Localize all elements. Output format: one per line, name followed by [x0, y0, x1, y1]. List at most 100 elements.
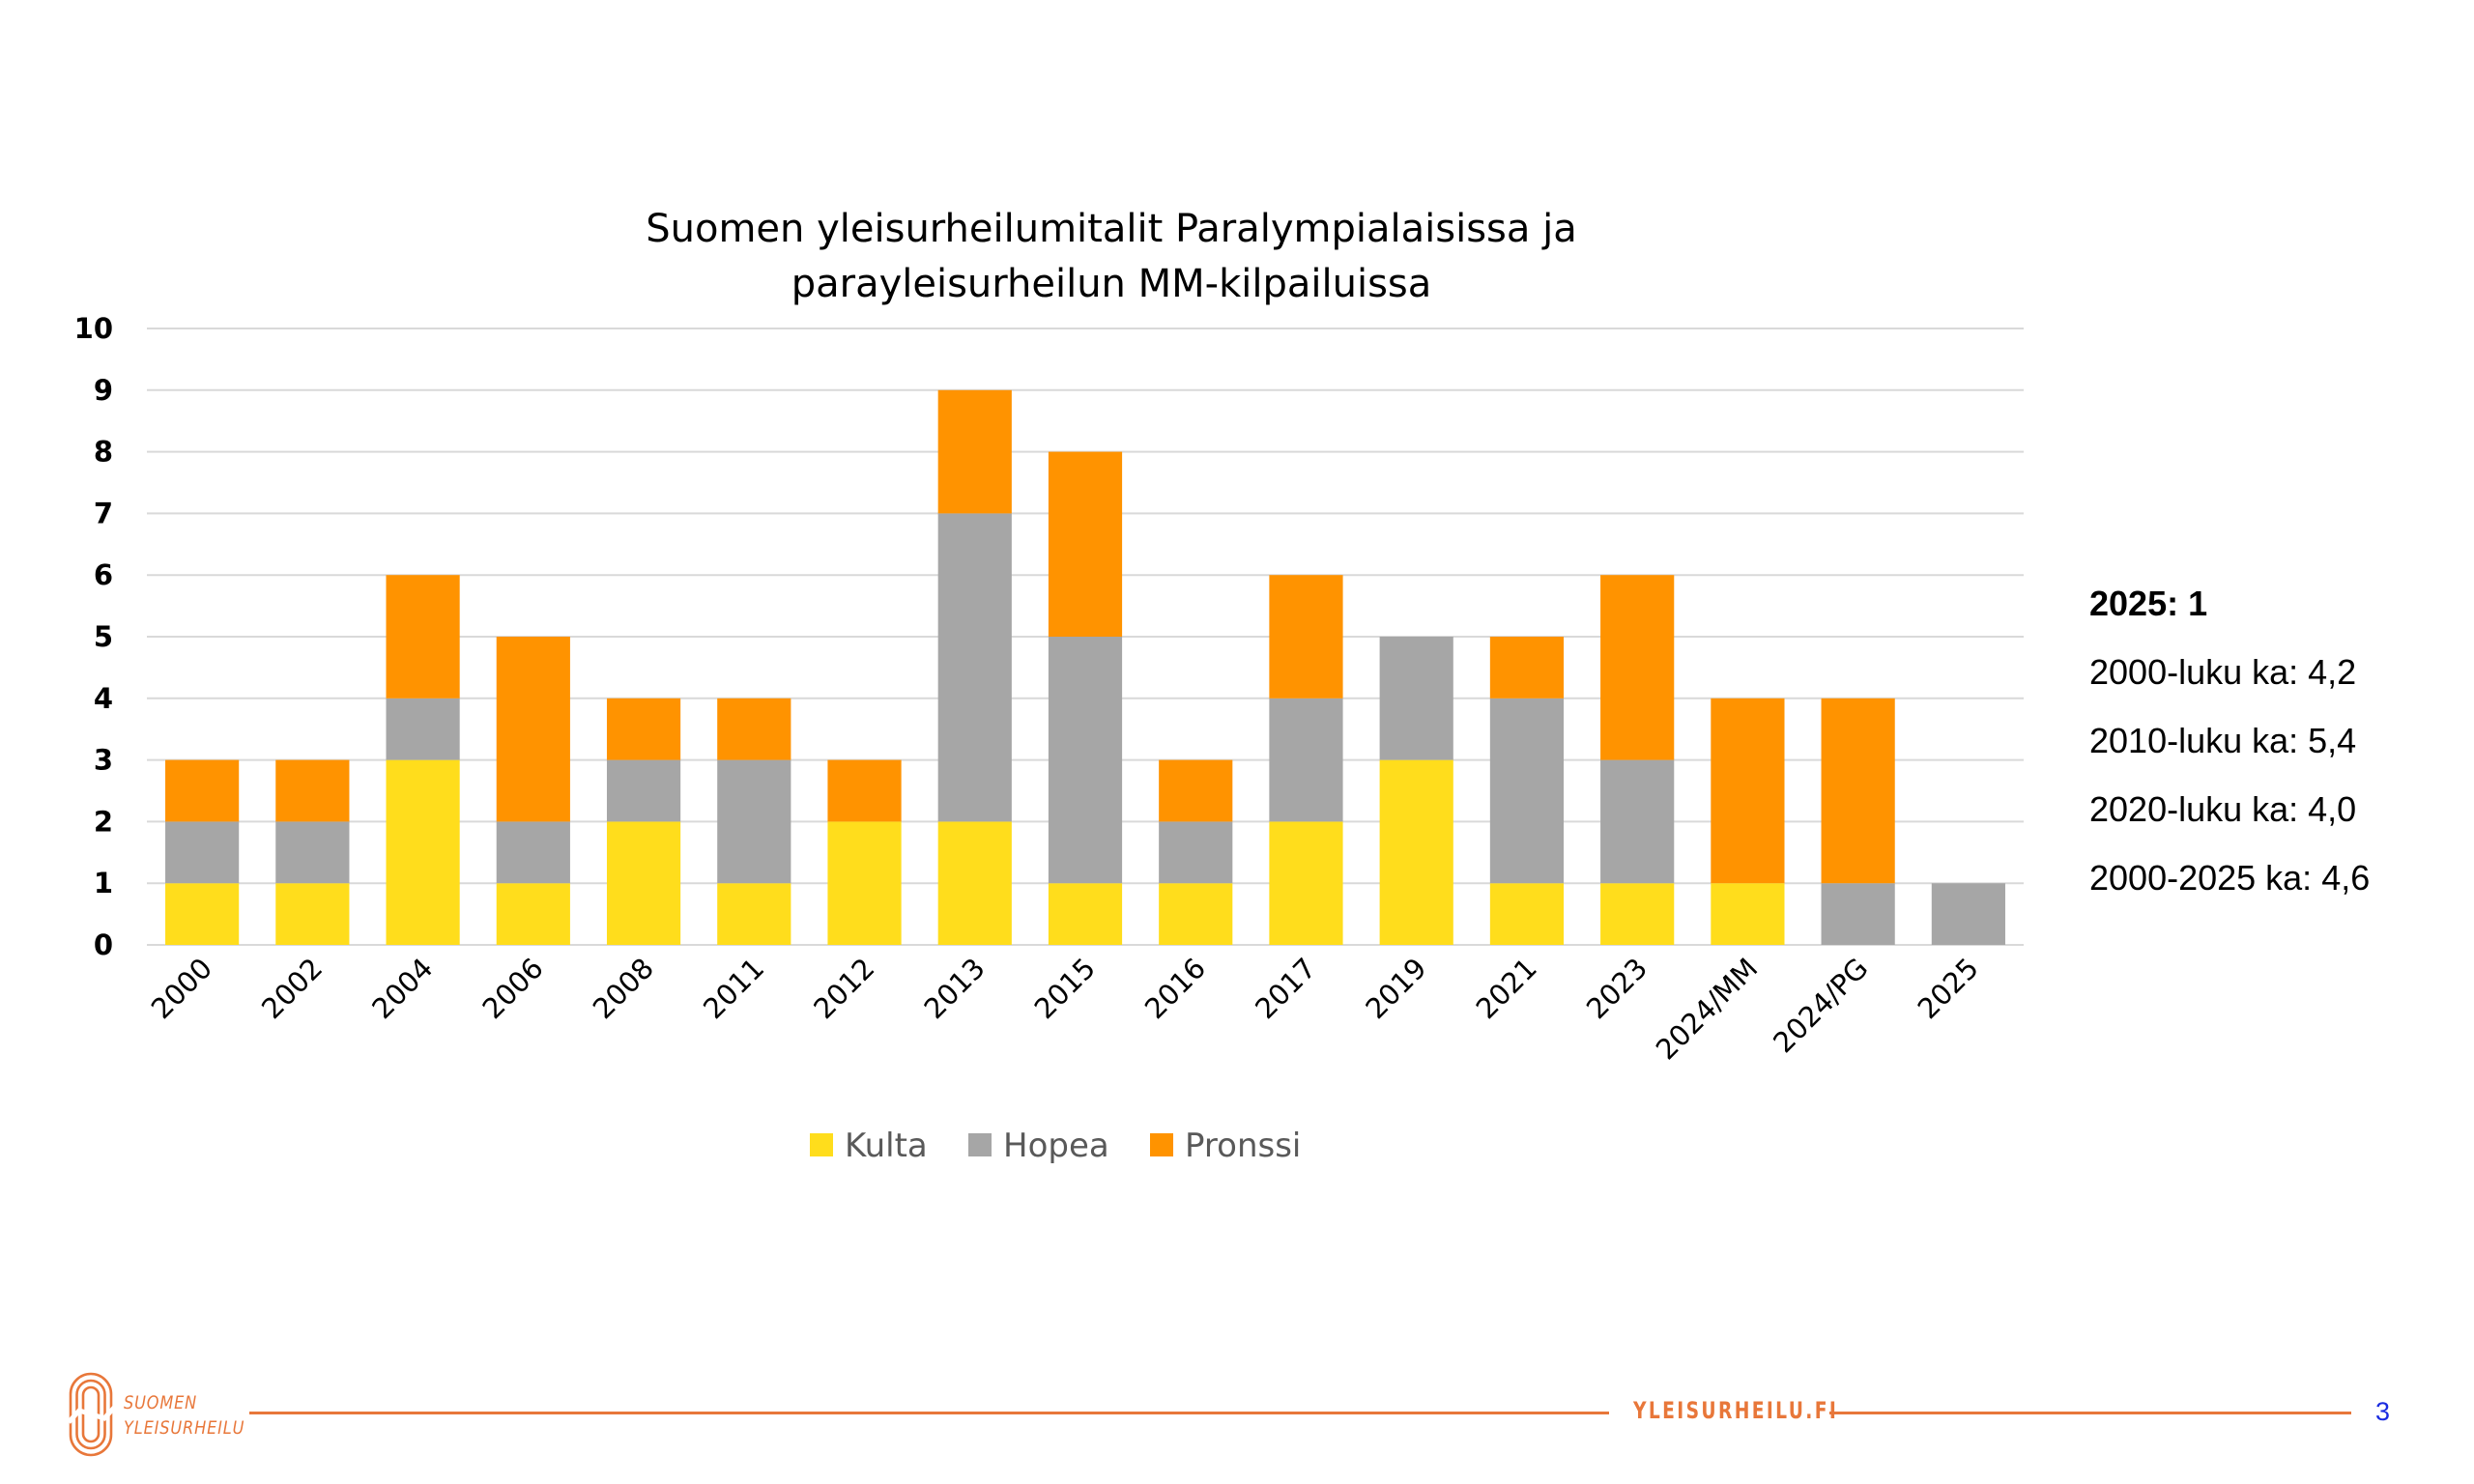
x-tick-label: 2024/PG	[1767, 952, 1874, 1059]
annotation-overall-average: 2000-2025 ka: 4,6	[2089, 858, 2371, 898]
bar-hopea-2013	[937, 513, 1012, 822]
bar-hopea-2019	[1379, 637, 1453, 760]
bar-hopea-2002	[275, 821, 350, 884]
x-tick-label: 2017	[1249, 952, 1322, 1025]
x-tick-label: 2011	[697, 952, 770, 1025]
bar-pronssi-2013	[937, 389, 1012, 514]
bar-pronssi-2008	[606, 698, 681, 760]
bar-pronssi-2002	[275, 759, 350, 822]
page-number: 3	[2375, 1397, 2391, 1426]
annotation-2025: 2025: 1	[2089, 584, 2208, 623]
x-tick-label: 2016	[1138, 952, 1212, 1025]
x-tick-label: 2019	[1359, 952, 1432, 1025]
x-tick-label: 2008	[587, 952, 660, 1025]
chart-title-line-1: Suomen yleisurheilumitalit Paralympialai…	[646, 207, 1577, 251]
y-axis-ticks: 0 1 2 3 4 5 6 7 8 9 10	[74, 312, 113, 961]
bar-hopea-2016	[1159, 821, 1233, 884]
bar-pronssi-2024-PG	[1821, 698, 1895, 884]
y-tick-label: 0	[94, 928, 113, 961]
bar-pronssi-2015	[1048, 451, 1123, 637]
legend-swatch-kulta	[810, 1133, 833, 1156]
annotation-2010s-average: 2010-luku ka: 5,4	[2089, 721, 2357, 760]
annotation-2020s-average: 2020-luku ka: 4,0	[2089, 789, 2357, 829]
bar-pronssi-2011	[717, 698, 791, 760]
bar-pronssi-2012	[827, 759, 902, 822]
x-tick-label: 2023	[1580, 952, 1654, 1025]
chart-title-line-2: parayleisurheilun MM-kilpailuissa	[791, 262, 1432, 306]
bar-pronssi-2023	[1600, 575, 1675, 760]
footer-divider-left	[249, 1412, 1609, 1414]
summary-annotations: 2025: 1 2000-luku ka: 4,2 2010-luku ka: …	[2089, 580, 2370, 923]
x-tick-label: 2025	[1912, 952, 1985, 1025]
bar-hopea-2023	[1600, 759, 1675, 884]
y-tick-label: 6	[94, 558, 113, 591]
y-tick-label: 2	[94, 805, 113, 838]
legend-swatch-pronssi	[1150, 1133, 1173, 1156]
bar-kulta-2016	[1159, 883, 1233, 945]
x-tick-label: 2013	[917, 952, 991, 1025]
bar-kulta-2011	[717, 883, 791, 945]
bars	[165, 389, 2005, 945]
bar-kulta-2006	[496, 883, 570, 945]
bar-kulta-2000	[165, 883, 240, 945]
bar-kulta-2013	[937, 821, 1012, 945]
bar-kulta-2017	[1269, 821, 1343, 945]
bar-kulta-2004	[386, 759, 460, 945]
bar-kulta-2008	[606, 821, 681, 945]
y-tick-label: 1	[94, 867, 113, 899]
x-tick-label: 2002	[255, 952, 329, 1025]
bar-kulta-2021	[1489, 883, 1565, 945]
y-tick-label: 3	[94, 744, 113, 777]
x-tick-label: 2021	[1470, 952, 1543, 1025]
bar-pronssi-2004	[386, 575, 460, 699]
bar-hopea-2008	[606, 759, 681, 822]
y-tick-label: 4	[94, 682, 113, 715]
bar-pronssi-2016	[1159, 759, 1233, 822]
bar-pronssi-2024-MM	[1711, 698, 1785, 884]
track-oval-icon	[68, 1372, 116, 1457]
x-tick-label: 2015	[1028, 952, 1102, 1025]
bar-hopea-2004	[386, 698, 460, 760]
annotation-2000s-average: 2000-luku ka: 4,2	[2089, 652, 2357, 692]
logo-text-line-2: YLEISURHEILU	[124, 1417, 245, 1439]
bar-hopea-2024-PG	[1821, 883, 1895, 945]
bar-pronssi-2021	[1489, 637, 1565, 699]
bar-pronssi-2006	[496, 637, 570, 822]
y-tick-label: 7	[94, 497, 113, 529]
x-tick-label: 2004	[365, 952, 439, 1025]
bar-hopea-2017	[1269, 698, 1343, 822]
y-tick-label: 5	[94, 620, 113, 653]
legend-label-hopea: Hopea	[1003, 1127, 1109, 1165]
y-tick-label: 8	[94, 436, 113, 469]
bar-hopea-2015	[1048, 637, 1123, 884]
logo-text-line-1: SUOMEN	[124, 1392, 198, 1413]
bar-hopea-2025	[1931, 883, 2005, 945]
footer-website-link[interactable]: YLEISURHEILU.FI	[1633, 1397, 1839, 1424]
x-tick-label: 2006	[476, 952, 550, 1025]
legend: Kulta Hopea Pronssi	[810, 1127, 1301, 1165]
y-tick-label: 10	[74, 312, 113, 345]
legend-label-kulta: Kulta	[845, 1127, 928, 1165]
bar-kulta-2002	[275, 883, 350, 945]
x-tick-label: 2024/MM	[1650, 952, 1765, 1067]
bar-hopea-2000	[165, 821, 240, 884]
bar-hopea-2006	[496, 821, 570, 884]
bar-kulta-2012	[827, 821, 902, 945]
bar-kulta-2019	[1379, 759, 1453, 945]
bar-kulta-2024-MM	[1711, 883, 1785, 945]
x-tick-label: 2012	[807, 952, 880, 1025]
bar-hopea-2021	[1489, 698, 1565, 884]
footer-divider-right	[1829, 1412, 2351, 1414]
legend-swatch-hopea	[968, 1133, 992, 1156]
y-tick-label: 9	[94, 374, 113, 407]
bar-pronssi-2017	[1269, 575, 1343, 699]
bar-hopea-2011	[717, 759, 791, 884]
suomen-yleisurheilu-logo: SUOMEN YLEISURHEILU	[68, 1372, 261, 1459]
bar-pronssi-2000	[165, 759, 240, 822]
chart-title: Suomen yleisurheilumitalit Paralympialai…	[646, 207, 1577, 306]
x-tick-label: 2000	[145, 952, 218, 1025]
x-axis-ticks: 2000 2002 2004 2006 2008 2011 2012 2013 2015 2016…	[145, 952, 1985, 1067]
bar-kulta-2023	[1600, 883, 1675, 945]
bar-kulta-2015	[1048, 883, 1123, 945]
